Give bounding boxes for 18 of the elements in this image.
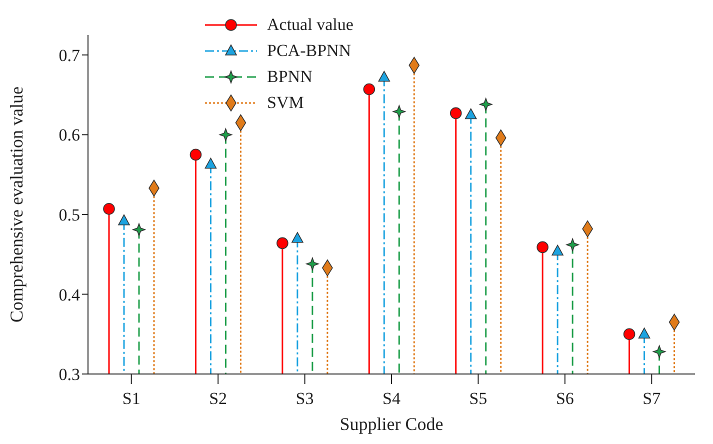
legend-label: Actual value	[267, 15, 354, 35]
legend-label: SVM	[267, 93, 304, 113]
legend-label: BPNN	[267, 67, 312, 87]
y-tick-label: 0.3	[58, 365, 80, 384]
y-axis-title: Comprehensive evaluation value	[6, 86, 26, 322]
y-tick-label: 0.6	[58, 126, 80, 145]
y-tick-label: 0.7	[58, 46, 80, 65]
legend-label: PCA-BPNN	[267, 41, 352, 61]
y-tick-label: 0.5	[58, 206, 80, 225]
x-tick-label: S1	[122, 389, 140, 408]
x-tick-label: S2	[209, 389, 228, 408]
x-tick-label: S6	[556, 389, 574, 408]
x-tick-label: S5	[469, 389, 488, 408]
y-tick-label: 0.4	[58, 285, 80, 304]
x-tick-label: S4	[382, 389, 401, 408]
x-tick-label: S7	[642, 389, 662, 408]
x-tick-label: S3	[296, 389, 314, 408]
x-axis-title: Supplier Code	[340, 414, 444, 434]
